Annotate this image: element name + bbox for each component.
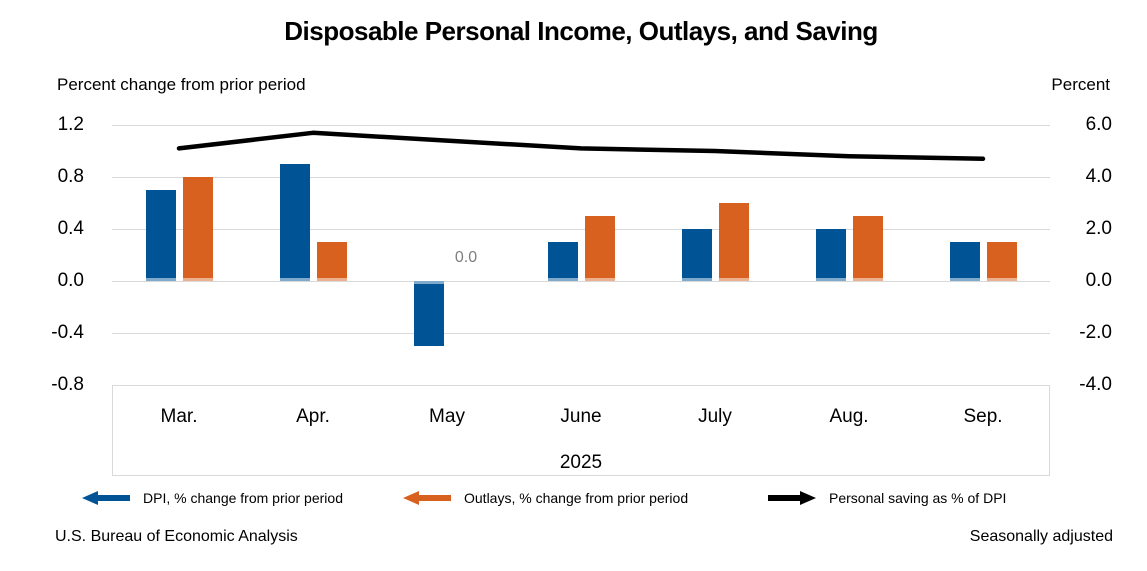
- bar-zero-edge: [719, 278, 749, 281]
- dpi-bar-july: [682, 229, 712, 281]
- dpi-bar-mar: [146, 190, 176, 281]
- bar-zero-edge: [816, 278, 846, 281]
- right-axis-tick-label: -4.0: [1079, 374, 1112, 395]
- month-label-july: July: [698, 406, 732, 427]
- legend-item-label: Personal saving as % of DPI: [829, 490, 1007, 506]
- bar-zero-edge: [414, 281, 444, 284]
- gridline: [112, 124, 1050, 126]
- gridline: [112, 332, 1050, 334]
- dpi-bar-apr: [280, 164, 310, 281]
- dpi-bar-june: [548, 242, 578, 281]
- left-axis-tick-label: 0.4: [57, 218, 84, 239]
- saving-line: [176, 130, 986, 162]
- left-axis-tick-label: 0.8: [57, 166, 84, 187]
- zero-value-data-label: 0.0: [454, 249, 478, 266]
- personal-saving-arrow-icon: [768, 491, 816, 505]
- legend-item-outlays: Outlays, % change from prior period: [403, 489, 688, 507]
- bar-zero-edge: [146, 278, 176, 281]
- right-axis-unit-label: Percent: [1051, 75, 1110, 94]
- month-label-june: June: [560, 406, 602, 427]
- bar-zero-edge: [950, 278, 980, 281]
- legend-item-dpi: DPI, % change from prior period: [82, 489, 343, 507]
- right-axis-tick-label: 2.0: [1085, 218, 1112, 239]
- right-axis-tick-label: 6.0: [1085, 114, 1112, 135]
- outlays-bar-sep: [987, 242, 1017, 281]
- bar-zero-edge: [317, 278, 347, 281]
- right-axis-tick-label: 0.0: [1085, 270, 1112, 291]
- outlays-bar-aug: [853, 216, 883, 281]
- left-axis-tick-label: -0.8: [51, 374, 84, 395]
- bar-zero-edge: [987, 278, 1017, 281]
- outlays-bar-july: [719, 203, 749, 281]
- right-axis-tick-label: -2.0: [1079, 322, 1112, 343]
- right-axis-tick-label: 4.0: [1085, 166, 1112, 187]
- adjustment-note: Seasonally adjusted: [969, 528, 1113, 545]
- month-label-aug: Aug.: [829, 406, 869, 427]
- source-note: U.S. Bureau of Economic Analysis: [55, 528, 298, 545]
- gridline: [112, 280, 1050, 282]
- left-axis-tick-label: 0.0: [57, 270, 84, 291]
- month-label-mar: Mar.: [160, 406, 198, 427]
- outlays-bar-apr: [317, 242, 347, 281]
- legend-item-label: Outlays, % change from prior period: [464, 490, 689, 506]
- left-axis-unit-label: Percent change from prior period: [57, 75, 306, 94]
- left-axis-tick-label: 1.2: [57, 114, 84, 135]
- bar-zero-edge: [585, 278, 615, 281]
- dpi-bar-sep: [950, 242, 980, 281]
- gridline: [112, 228, 1050, 230]
- left-axis-tick-label: -0.4: [51, 322, 84, 343]
- month-label-may: May: [429, 406, 465, 427]
- bar-zero-edge: [853, 278, 883, 281]
- bar-zero-edge: [280, 278, 310, 281]
- outlays-arrow-icon: [403, 491, 451, 505]
- month-label-apr: Apr.: [296, 406, 330, 427]
- dpi-arrow-icon: [82, 491, 130, 505]
- gridline: [112, 176, 1050, 178]
- bar-zero-edge: [548, 278, 578, 281]
- outlays-bar-mar: [183, 177, 213, 281]
- bar-zero-edge: [183, 278, 213, 281]
- dpi-bar-may: [414, 281, 444, 346]
- outlays-bar-june: [585, 216, 615, 281]
- dpi-bar-aug: [816, 229, 846, 281]
- category-axis-box: [112, 385, 1050, 476]
- chart-title: Disposable Personal Income, Outlays, and…: [284, 16, 878, 46]
- legend-item-label: DPI, % change from prior period: [143, 490, 343, 506]
- legend-item-personal-saving: Personal saving as % of DPI: [768, 489, 1006, 507]
- year-label: 2025: [559, 452, 603, 473]
- bar-zero-edge: [682, 278, 712, 281]
- month-label-sep: Sep.: [963, 406, 1003, 427]
